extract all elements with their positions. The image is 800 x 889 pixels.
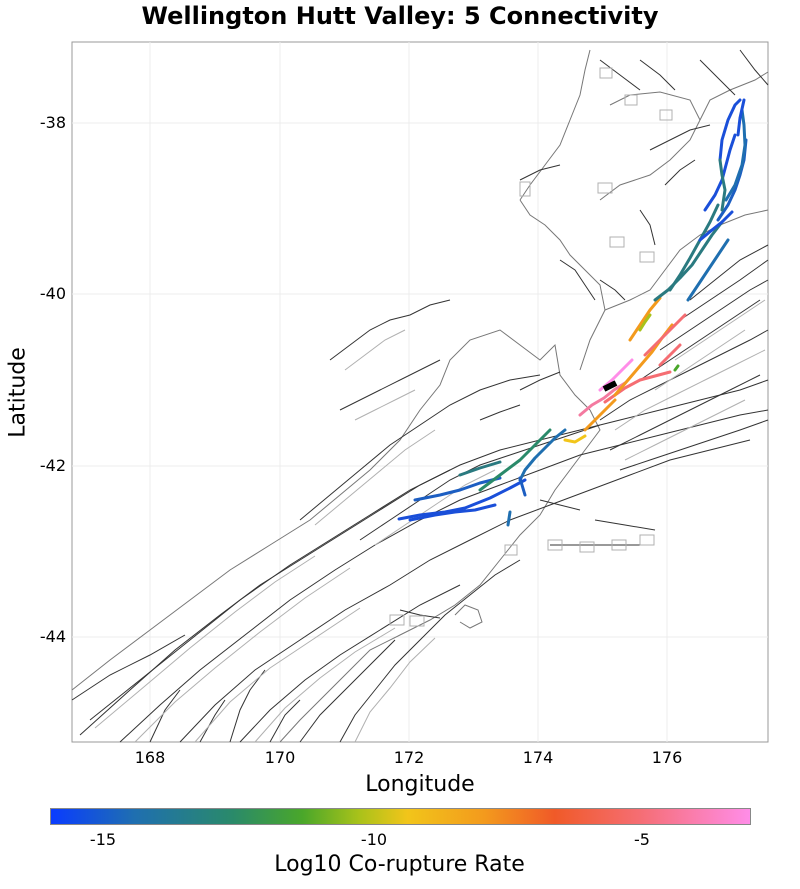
map-title: Wellington Hutt Valley: 5 Connectivity <box>141 2 659 30</box>
gridlines <box>72 42 768 742</box>
colorbar-tick-label: -10 <box>360 830 388 849</box>
x-tick-label: 174 <box>522 748 554 767</box>
fault-dip-outlines <box>94 67 766 743</box>
x-tick-label: 172 <box>393 748 425 767</box>
y-tick-label: -40 <box>39 284 66 303</box>
fault-traces <box>71 49 769 743</box>
colorbar-label: Log10 Co-rupture Rate <box>274 852 525 877</box>
y-axis-label: Latitude <box>5 347 31 438</box>
x-axis-label: Longitude <box>365 772 475 797</box>
y-tick-label: -42 <box>39 456 66 475</box>
colorbar-tick-label: -5 <box>634 830 650 849</box>
colorbar <box>50 808 751 825</box>
y-tick-label: -44 <box>39 627 66 646</box>
coastline <box>71 49 769 743</box>
corupture-traces <box>397 98 748 527</box>
x-tick-label: 168 <box>134 748 166 767</box>
colorbar-tick-label: -15 <box>89 830 117 849</box>
x-tick-label: 176 <box>651 748 683 767</box>
highlighted-rupture-segment <box>602 380 618 392</box>
y-tick-label: -38 <box>39 113 66 132</box>
x-tick-label: 170 <box>264 748 296 767</box>
